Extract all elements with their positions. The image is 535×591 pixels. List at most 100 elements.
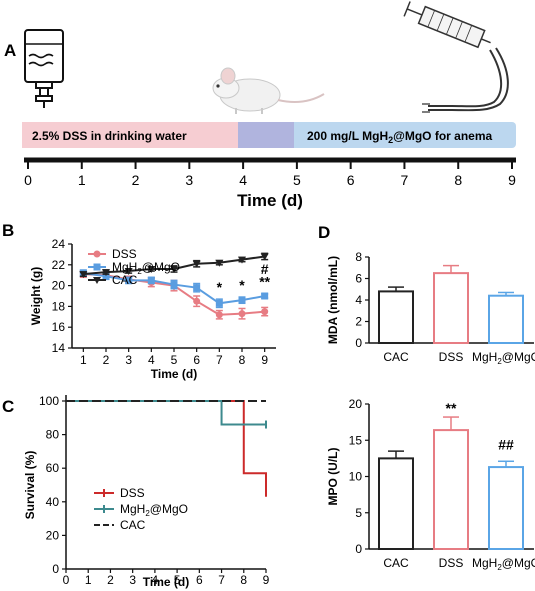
mpo-y-tick-label: 0 [355, 542, 362, 556]
survival-y-tick-label: 0 [52, 562, 59, 576]
survival-legend-label: MgH2@MgO [120, 502, 188, 518]
mpo-y-title: MPO (U/L) [326, 448, 340, 506]
survival-x-tick-label: 0 [63, 573, 70, 587]
mda-category-label: MgH2@MgO [472, 350, 535, 366]
weight-x-tick-label: 5 [171, 353, 178, 367]
weight-legend-marker [93, 277, 101, 284]
weight-point [125, 276, 133, 284]
weight-legend-marker [93, 263, 101, 271]
weight-point [238, 256, 246, 264]
weight-x-tick-label: 6 [193, 353, 200, 367]
mda-category-label: CAC [383, 350, 409, 364]
band-overlap [238, 122, 294, 148]
survival-x-tick-label: 2 [107, 573, 114, 587]
mpo-y-tick-label: 5 [355, 506, 362, 520]
mda-bar [433, 272, 469, 344]
weight-point [79, 271, 88, 279]
survival-x-tick-label: 4 [152, 573, 159, 587]
mpo-bar [378, 457, 414, 550]
survival-x-tick-label: 5 [174, 573, 181, 587]
mda-bar [378, 290, 414, 344]
weight-y-tick-label: 22 [52, 258, 66, 272]
timeline-tick-label: 7 [401, 172, 409, 188]
mpo-sig-mg: ## [498, 436, 514, 452]
weight-sig-day9-hash: # [261, 261, 269, 277]
mpo-sig-dss: ** [446, 400, 457, 416]
weight-x-tick-label: 4 [148, 353, 155, 367]
weight-y-tick-label: 18 [52, 299, 66, 313]
mda-y-tick-label: 2 [355, 315, 362, 329]
weight-x-tick-label: 8 [239, 353, 246, 367]
water-bottle-icon [24, 29, 64, 108]
mpo-chart: 0 5 10 15 20 MPO (U/L) CAC DSS MgH2@MgO ** ## [326, 397, 535, 572]
survival-x-tick-label: 1 [85, 573, 92, 587]
mda-y-tick-label: 4 [355, 293, 362, 307]
mda-y-tick-label: 8 [355, 250, 362, 264]
weight-x-tick-label: 2 [103, 353, 110, 367]
weight-y-tick-label: 24 [52, 237, 66, 251]
timeline-tick-label: 0 [24, 172, 32, 188]
weight-legend-label: MgH2@MgO [112, 260, 180, 276]
timeline-tick-label: 1 [78, 172, 86, 188]
mda-category-label: DSS [439, 350, 464, 364]
weight-point [261, 292, 269, 300]
survival-y-tick-label: 80 [46, 428, 60, 442]
timeline-tick-label: 4 [239, 172, 247, 188]
dss-band-label: 2.5% DSS in drinking water [32, 129, 187, 143]
weight-x-tick-label: 9 [261, 353, 268, 367]
weight-y-tick-label: 20 [52, 279, 66, 293]
mpo-bar [433, 429, 469, 551]
timeline-tick-label: 2 [132, 172, 140, 188]
timeline-tick-label: 9 [508, 172, 516, 188]
weight-x-tick-label: 3 [125, 353, 132, 367]
survival-y-title: Survival (%) [23, 451, 37, 520]
weight-legend-marker [93, 250, 101, 258]
survival-x-tick-label: 7 [218, 573, 225, 587]
weight-x-tick-label: 1 [80, 353, 87, 367]
mpo-y-tick-label: 10 [349, 470, 363, 484]
weight-y-title: Weight (g) [29, 267, 43, 325]
survival-chart: 0 20 40 60 80 100 0 1 2 3 4 5 6 7 8 9 Time (d) Survival (… [23, 394, 270, 589]
weight-point [124, 268, 133, 276]
weight-point [170, 265, 178, 273]
mda-chart: 0 2 4 6 8 MDA (nmol/mL) CAC DSS MgH2@MgO [326, 250, 535, 366]
survival-y-tick-label: 40 [46, 495, 60, 509]
survival-legend-label: CAC [120, 518, 146, 532]
panel-label-b: B [2, 221, 14, 240]
weight-sig-day7: * [217, 279, 223, 295]
mpo-y-tick-label: 20 [349, 397, 363, 411]
timeline-tick-label: 3 [185, 172, 193, 188]
weight-sig-day9-stars: ** [259, 274, 270, 290]
timeline-axis: 0 1 2 3 4 5 6 7 8 9 [24, 157, 516, 188]
survival-series-0 [66, 400, 267, 497]
mg-band [238, 122, 516, 148]
syringe-tube-icon [403, 1, 509, 113]
weight-point [102, 272, 110, 280]
weight-point [147, 276, 155, 284]
panel-label-c: C [2, 397, 14, 416]
weight-point [193, 284, 201, 292]
panel-label-d: D [318, 223, 330, 242]
weight-point [260, 253, 269, 261]
weight-point [215, 311, 223, 319]
survival-x-tick-label: 3 [129, 573, 136, 587]
weight-y-tick-label: 14 [52, 341, 66, 355]
weight-point [170, 281, 178, 289]
weight-point [193, 297, 201, 305]
weight-point [215, 259, 224, 267]
mda-bar [488, 294, 524, 345]
survival-series-1 [66, 400, 266, 426]
mpo-category-label: MgH2@MgO [472, 556, 535, 572]
survival-x-tick-label: 6 [196, 573, 203, 587]
weight-chart: 14 16 18 20 22 24 1 2 3 4 5 6 7 8 9 Time (d) Weight (g) D… [29, 237, 276, 381]
weight-x-title: Time (d) [151, 367, 197, 381]
timeline-tick-label: 5 [293, 172, 301, 188]
mg-band-label: 200 mg/L MgH2@MgO for anema [307, 129, 493, 145]
mpo-category-label: DSS [439, 556, 464, 570]
timeline-tick-label: 6 [347, 172, 355, 188]
weight-legend-label: CAC [112, 273, 138, 287]
weight-point [102, 269, 110, 277]
survival-y-tick-label: 60 [46, 461, 60, 475]
weight-point [192, 260, 201, 268]
